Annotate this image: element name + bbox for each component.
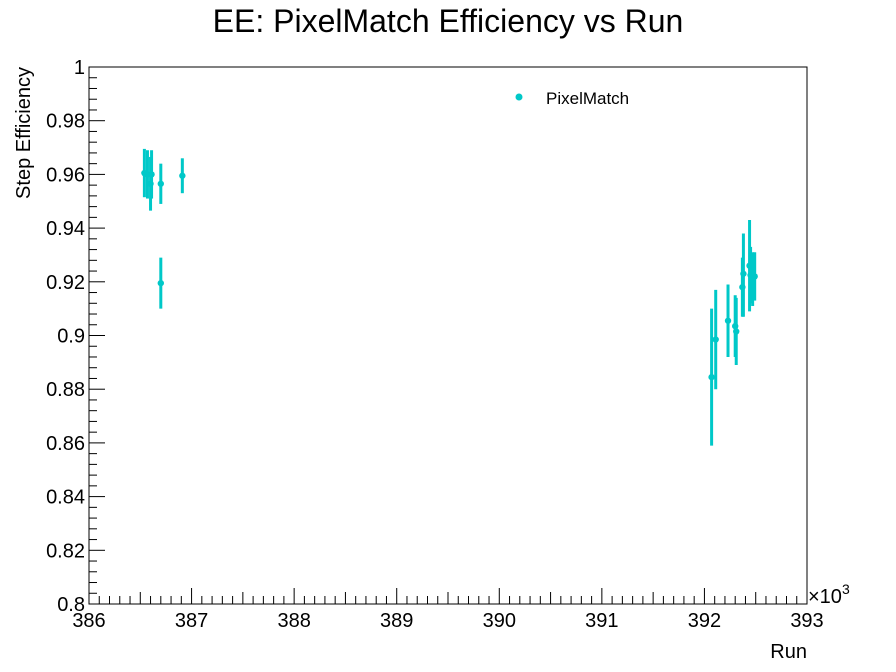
data-marker	[733, 328, 740, 335]
data-marker	[157, 279, 164, 287]
data-marker	[157, 180, 164, 187]
y-tick-label: 0.96	[46, 164, 85, 186]
x-tick-label: 393	[790, 610, 823, 632]
y-axis: 0.8 0.82 0.84 0.86 0.88 0.9 0.92 0.94 0.96 0.98 1	[46, 57, 105, 616]
x-axis: 386 387 388 389 390 391 392 393	[72, 588, 824, 632]
x-tick-label: 387	[175, 610, 208, 632]
x-multiplier-base: ×10	[808, 586, 842, 608]
data-point	[712, 289, 719, 390]
data-point	[740, 233, 747, 317]
chart-title: EE: PixelMatch Efficiency vs Run	[213, 3, 684, 39]
x-multiplier-exponent: 3	[842, 581, 850, 597]
x-tick-label: 390	[483, 610, 516, 632]
data-point	[708, 308, 715, 446]
plot-frame	[88, 66, 808, 605]
data-point	[148, 150, 155, 199]
data-marker	[148, 171, 155, 178]
y-tick-label: 0.92	[46, 272, 85, 294]
legend-marker	[515, 93, 523, 101]
data-marker	[712, 336, 719, 343]
data-marker	[179, 172, 186, 179]
legend: PixelMatch	[515, 89, 629, 108]
data-marker	[708, 373, 715, 381]
x-tick-label: 392	[688, 610, 721, 632]
legend-entry-pixelmatch: PixelMatch	[546, 89, 629, 108]
y-tick-label: 0.98	[46, 111, 85, 133]
data-marker	[740, 270, 747, 277]
data-point	[157, 163, 164, 204]
y-tick-label: 0.94	[46, 218, 85, 240]
data-layer	[141, 148, 758, 446]
y-tick-label: 0.9	[57, 326, 85, 348]
x-axis-label: Run	[770, 641, 807, 663]
data-point	[751, 252, 758, 301]
x-tick-label: 391	[585, 610, 618, 632]
x-tick-label: 386	[72, 610, 105, 632]
y-tick-label: 0.86	[46, 433, 85, 455]
data-marker	[751, 273, 758, 280]
y-tick-label: 1	[74, 57, 85, 79]
y-axis-label: Step Efficiency	[13, 67, 35, 199]
data-point	[733, 297, 740, 366]
x-axis-multiplier: ×10 3	[808, 581, 850, 608]
y-tick-label: 0.8	[57, 594, 85, 616]
y-tick-label: 0.82	[46, 540, 85, 562]
data-point	[157, 257, 164, 309]
data-marker	[724, 317, 732, 324]
x-tick-label: 388	[277, 610, 310, 632]
data-point	[179, 158, 186, 194]
data-point	[724, 284, 732, 357]
y-tick-label: 0.88	[46, 379, 85, 401]
y-tick-label: 0.84	[46, 487, 85, 509]
x-tick-label: 389	[380, 610, 413, 632]
